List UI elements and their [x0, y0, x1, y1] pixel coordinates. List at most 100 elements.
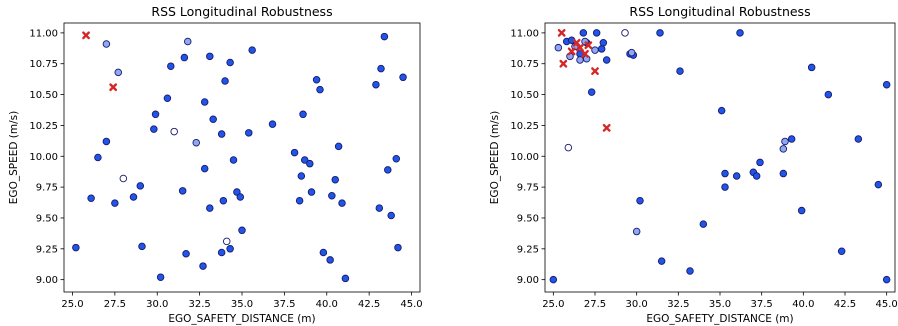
- y-tick-label: 11.00: [510, 28, 539, 39]
- pass-point: [392, 154, 401, 163]
- y-tick-label: 10.50: [29, 90, 58, 101]
- pass-point: [290, 148, 299, 157]
- pass-point: [380, 32, 389, 41]
- pass-point: [375, 204, 384, 212]
- pass-point: [156, 273, 165, 281]
- x-axis-label: EGO_SAFETY_DISTANCE (m): [168, 313, 315, 325]
- pass-point: [779, 169, 788, 178]
- pass-point: [579, 29, 588, 37]
- pass-point: [657, 257, 666, 265]
- x-axis-label: EGO_SAFETY_DISTANCE (m): [646, 313, 793, 325]
- x-tick-label: 27.5: [104, 299, 126, 310]
- pass-point: [328, 192, 336, 200]
- pass-point: [326, 256, 334, 264]
- axis-ticks: 25.0 27.5 30.0 32.5 35.0 37.5 40.0 42.5 45.0 9.00…: [510, 28, 897, 310]
- pass-point: [217, 248, 226, 257]
- pass-point: [138, 242, 146, 251]
- pass-point: [297, 172, 306, 180]
- fail-point: [567, 47, 576, 56]
- pass-point: [319, 248, 328, 257]
- pass-point: [226, 245, 234, 253]
- x-tick-label: 42.5: [358, 299, 380, 310]
- pass-point: [736, 29, 744, 37]
- y-tick-label: 10.50: [510, 90, 539, 101]
- pass-point: [72, 243, 80, 252]
- marginal-point: [554, 43, 563, 52]
- x-tick-label: 32.5: [188, 299, 210, 310]
- pass-point: [299, 110, 307, 119]
- pass-point: [721, 169, 729, 178]
- x-tick-label: 37.5: [751, 299, 773, 310]
- y-tick-label: 10.75: [510, 59, 539, 70]
- pass-point: [238, 226, 246, 235]
- chart-title: RSS Longitudinal Robustness: [151, 4, 332, 19]
- pass-point: [306, 159, 314, 168]
- data-points: [549, 28, 891, 284]
- marginal-point: [192, 138, 200, 147]
- x-tick-label: 25.0: [542, 299, 564, 310]
- pass-point: [167, 62, 175, 70]
- x-tick-label: 35.0: [231, 299, 253, 310]
- y-tick-label: 10.25: [29, 121, 58, 132]
- pass-point: [129, 193, 138, 201]
- pass-point: [150, 125, 158, 133]
- marginal-point: [632, 227, 641, 236]
- pass-point: [394, 243, 402, 252]
- y-tick-label: 9.25: [36, 244, 58, 255]
- pass-point: [699, 220, 708, 228]
- pass-point: [797, 206, 806, 215]
- fail-point: [576, 43, 584, 52]
- pass-point: [377, 64, 385, 73]
- weak-point: [621, 29, 629, 37]
- scatter-chart-right: RSS Longitudinal Robustness EGO_SAFETY_D…: [489, 4, 898, 325]
- pass-point: [676, 67, 684, 75]
- pass-point: [219, 196, 228, 205]
- marginal-point: [781, 137, 789, 146]
- fail-point: [557, 28, 566, 37]
- pass-point: [312, 76, 321, 84]
- marginal-point: [114, 68, 122, 77]
- pass-point: [807, 63, 816, 72]
- pass-point: [636, 196, 644, 205]
- pass-point: [824, 90, 833, 99]
- pass-point: [787, 135, 796, 143]
- pass-point: [245, 129, 253, 137]
- fail-point: [82, 31, 90, 40]
- pass-point: [200, 98, 209, 106]
- pass-point: [732, 172, 741, 180]
- y-tick-label: 9.50: [517, 213, 539, 224]
- y-tick-label: 9.75: [36, 183, 58, 194]
- pass-point: [229, 156, 238, 164]
- pass-point: [236, 193, 245, 201]
- y-tick-label: 9.00: [517, 275, 539, 286]
- fail-point: [581, 49, 589, 58]
- pass-point: [874, 180, 883, 189]
- pass-point: [597, 45, 606, 53]
- marginal-point: [627, 48, 636, 57]
- pass-point: [721, 183, 729, 191]
- scatter-chart-left: RSS Longitudinal Robustness EGO_SAFETY_D…: [8, 4, 423, 325]
- pass-point: [217, 130, 226, 138]
- x-tick-label: 40.0: [792, 299, 814, 310]
- pass-point: [209, 115, 217, 123]
- pass-point: [316, 85, 324, 94]
- y-tick-label: 10.75: [29, 59, 58, 70]
- y-tick-label: 9.50: [36, 213, 58, 224]
- pass-point: [587, 88, 596, 96]
- pass-point: [837, 247, 846, 256]
- y-axis-label: EGO_SPEED (m/s): [489, 111, 501, 204]
- pass-point: [226, 58, 234, 67]
- pass-point: [178, 187, 187, 195]
- pass-point: [151, 110, 160, 119]
- y-tick-label: 10.00: [510, 152, 539, 163]
- pass-point: [248, 46, 256, 54]
- pass-point: [882, 275, 891, 284]
- x-tick-label: 45.0: [876, 299, 898, 310]
- x-tick-label: 30.0: [146, 299, 168, 310]
- x-tick-label: 25.0: [61, 299, 83, 310]
- plot-frame: [544, 22, 896, 293]
- marginal-point: [184, 37, 192, 46]
- pass-point: [882, 80, 891, 89]
- fail-point: [584, 41, 593, 50]
- axis-ticks: 25.0 27.5 30.0 32.5 35.0 37.5 40.0 42.5 45.0 9.00…: [29, 28, 422, 310]
